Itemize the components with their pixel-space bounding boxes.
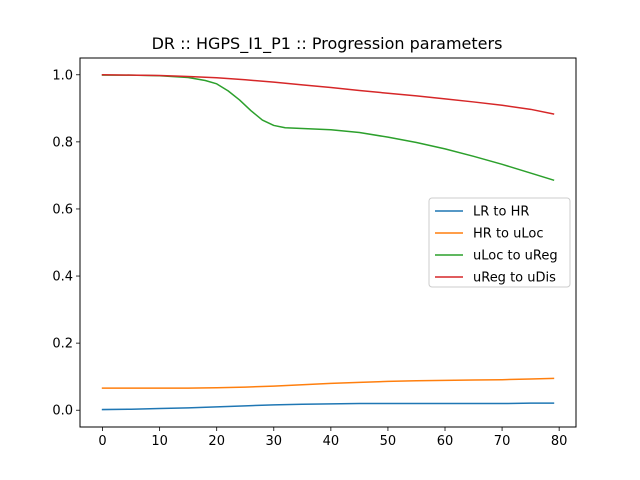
y-tick-label: 0.6	[52, 202, 73, 217]
chart-title: DR :: HGPS_I1_P1 :: Progression paramete…	[152, 34, 503, 54]
series-line-3	[101, 74, 555, 115]
x-tick-label: 50	[380, 434, 397, 449]
y-tick-label: 0.2	[52, 337, 73, 352]
legend-label-3: uReg to uDis	[473, 271, 556, 286]
x-tick-label: 40	[323, 434, 340, 449]
legend-label-2: uLoc to uReg	[473, 249, 558, 264]
legend: LR to HR HR to uLoc uLoc to uReg uReg to uD…	[428, 197, 571, 288]
x-tick-label: 20	[208, 434, 225, 449]
x-tick-label: 80	[551, 434, 568, 449]
series-line-0	[101, 402, 555, 411]
x-tick-label: 70	[494, 434, 511, 449]
y-tick-label: 0.0	[52, 404, 73, 419]
x-axis: 0 10 20 30 40 50 60 70 80	[98, 427, 567, 449]
y-axis: 0.0 0.2 0.4 0.6 0.8 1.0	[52, 68, 80, 419]
legend-label-1: HR to uLoc	[473, 227, 543, 242]
legend-box	[428, 197, 571, 288]
plot-area	[101, 74, 555, 411]
x-tick-label: 0	[98, 434, 106, 449]
series-line-1	[101, 377, 555, 389]
x-tick-label: 10	[151, 434, 168, 449]
x-tick-label: 30	[266, 434, 283, 449]
y-tick-label: 1.0	[52, 68, 73, 83]
y-tick-label: 0.8	[52, 135, 73, 150]
x-tick-label: 60	[437, 434, 454, 449]
axes-frame	[79, 57, 577, 428]
legend-label-0: LR to HR	[473, 205, 529, 220]
y-tick-label: 0.4	[52, 270, 73, 285]
series-line-2	[101, 74, 555, 182]
